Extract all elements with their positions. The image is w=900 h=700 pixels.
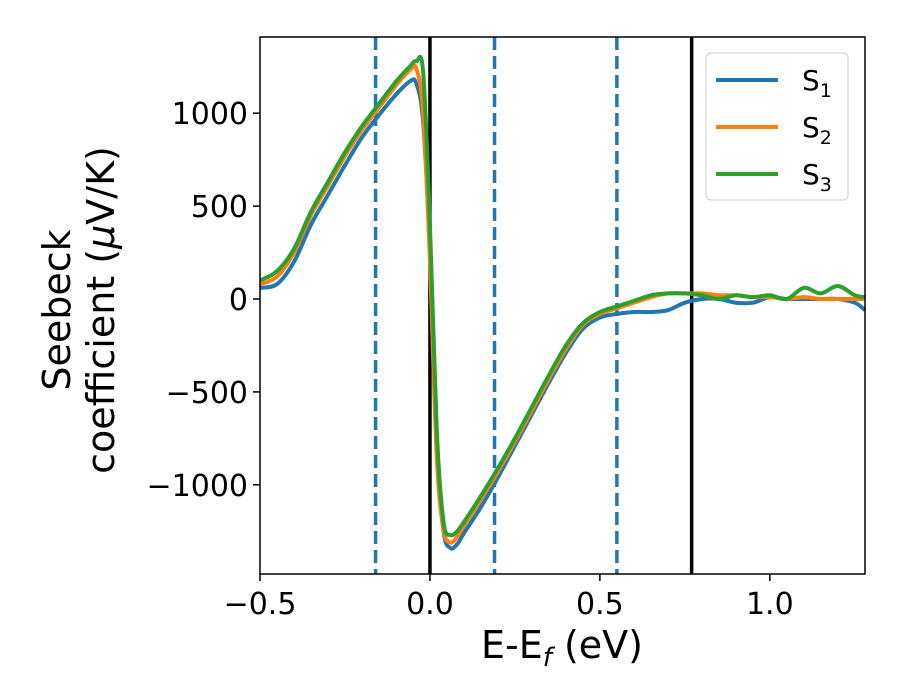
x-axis-title-unit: (eV) <box>552 623 643 667</box>
y-tick-label: 1000 <box>172 97 248 132</box>
y-axis-title-prefix: coefficient ( <box>79 249 123 474</box>
y-axis-title-mu: μ <box>79 225 123 250</box>
x-tick-label: 0.0 <box>406 587 454 622</box>
series-line-s3 <box>260 54 865 538</box>
y-tick-label: −1000 <box>147 469 248 504</box>
y-axis-title: Seebeck coefficient (μV/K) <box>35 146 123 474</box>
legend-label-s2: S2 <box>802 111 832 149</box>
x-axis-title: E-Ef (eV) <box>481 623 643 673</box>
x-axis-title-main: E-E <box>481 623 543 667</box>
x-tick-label: −0.5 <box>224 587 297 622</box>
y-axis-ticks: −1000 −500 0 500 1000 <box>147 97 260 504</box>
y-axis-title-suffix: V/K) <box>79 146 123 225</box>
y-axis-title-line1: Seebeck <box>35 229 79 390</box>
legend-label-s3: S3 <box>802 158 832 196</box>
y-axis-title-line2: coefficient (μV/K) <box>79 146 123 474</box>
legend: S1 S2 S3 <box>705 52 849 201</box>
legend-label-s1: S1 <box>802 64 832 102</box>
y-tick-label: 500 <box>191 190 248 225</box>
x-tick-label: 1.0 <box>746 587 794 622</box>
x-tick-label: 0.5 <box>576 587 624 622</box>
plot-frame <box>259 36 866 575</box>
x-axis-ticks: −0.5 0.0 0.5 1.0 <box>224 574 794 622</box>
y-tick-label: 0 <box>229 283 248 318</box>
series-lines <box>260 54 865 551</box>
y-tick-label: −500 <box>166 376 248 411</box>
